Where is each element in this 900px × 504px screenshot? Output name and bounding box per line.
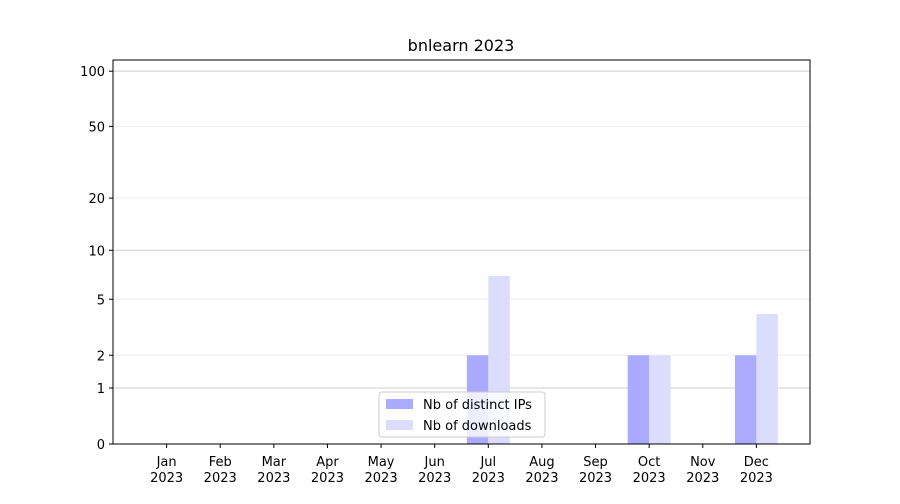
y-tick-label: 5	[97, 293, 105, 308]
x-tick-label: May 2023	[365, 455, 398, 486]
x-tick-label: Nov 2023	[686, 455, 719, 486]
x-tick-label: Aug 2023	[525, 455, 558, 486]
x-tick-label: Dec 2023	[740, 455, 773, 486]
y-tick-label: 100	[80, 65, 105, 80]
x-tick-label: Jun 2023	[418, 455, 451, 486]
y-tick-label: 50	[88, 120, 105, 135]
y-tick-label: 20	[88, 192, 105, 207]
plot-frame	[112, 59, 811, 445]
x-tick-label: Feb 2023	[204, 455, 237, 486]
x-tick-label: Oct 2023	[633, 455, 666, 486]
y-tick-label: 1	[97, 382, 105, 397]
bar	[627, 355, 650, 444]
y-tick-label: 2	[97, 349, 105, 364]
x-tick-label: Jul 2023	[472, 455, 505, 486]
legend-swatch	[386, 420, 413, 430]
x-tick-label: Mar 2023	[257, 455, 290, 486]
x-tick-label: Sep 2023	[579, 455, 612, 486]
y-tick-label: 10	[88, 244, 105, 259]
legend-label: Nb of distinct IPs	[423, 398, 532, 413]
chart-title: bnlearn 2023	[408, 36, 515, 55]
bar	[649, 355, 671, 444]
bar	[734, 355, 757, 444]
x-tick-label: Jan 2023	[150, 455, 183, 486]
x-tick-label: Apr 2023	[311, 455, 344, 486]
bar	[756, 313, 778, 444]
legend-swatch	[386, 399, 413, 409]
y-tick-label: 0	[97, 438, 105, 453]
legend-label: Nb of downloads	[423, 419, 532, 434]
legend-box	[378, 391, 546, 438]
